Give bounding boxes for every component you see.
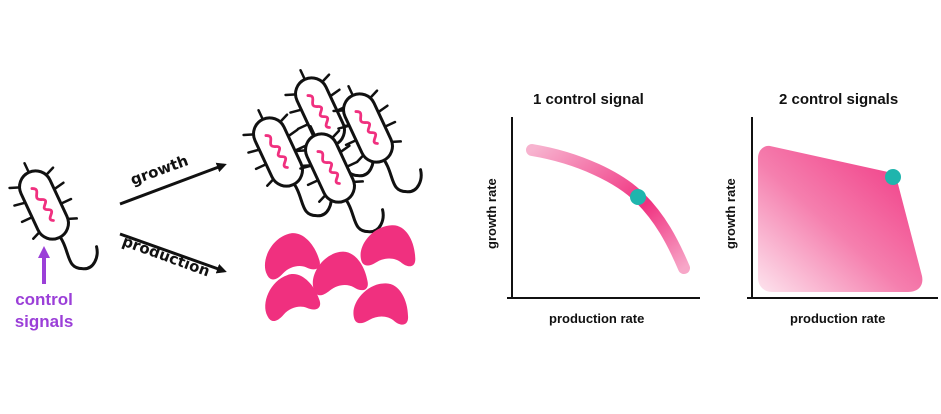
panel-2-x-label: production rate bbox=[790, 311, 886, 326]
product-blob-icon bbox=[311, 250, 369, 296]
control-signals-line2: signals bbox=[14, 312, 74, 331]
panel-2-title: 2 control signals bbox=[779, 91, 899, 108]
marker-dot-icon bbox=[630, 189, 646, 205]
pareto-front-curve bbox=[526, 144, 690, 274]
bacteria-cluster bbox=[232, 56, 429, 250]
marker-dot-icon bbox=[885, 169, 901, 185]
panel-1-x-label: production rate bbox=[549, 311, 645, 326]
panel-2-plot bbox=[747, 117, 938, 299]
product-blobs bbox=[259, 222, 419, 329]
control-signals-label: control signals bbox=[8, 289, 80, 333]
control-signals-line1: control bbox=[15, 290, 73, 309]
production-arrow-icon bbox=[119, 232, 227, 274]
product-blob-icon bbox=[259, 269, 322, 323]
panel-1-y-label: growth rate bbox=[484, 178, 499, 249]
panel-2-y-label: growth rate bbox=[723, 178, 738, 249]
growth-arrow-icon bbox=[119, 162, 227, 206]
panel-1-title: 1 control signal bbox=[533, 91, 644, 108]
feasible-region bbox=[758, 145, 923, 292]
product-blob-icon bbox=[359, 222, 419, 270]
product-blob-icon bbox=[259, 229, 322, 281]
bacterium-icon bbox=[0, 149, 105, 287]
panel-1-plot bbox=[507, 117, 700, 299]
